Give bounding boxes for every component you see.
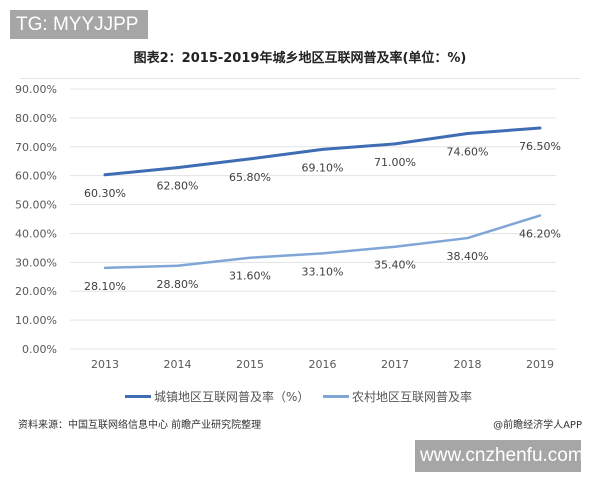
legend-swatch-rural: [323, 395, 349, 398]
data-label: 28.10%: [84, 280, 126, 293]
data-label: 76.50%: [519, 140, 561, 153]
data-label: 35.40%: [374, 259, 416, 272]
legend-swatch-urban: [125, 395, 151, 398]
legend-item-rural: 农村地区互联网普及率: [323, 388, 472, 405]
data-label: 71.00%: [374, 156, 416, 169]
y-tick-label: 30.00%: [15, 256, 57, 269]
x-tick-label: 2016: [309, 358, 337, 371]
x-tick-label: 2014: [164, 358, 192, 371]
y-tick-label: 90.00%: [15, 83, 57, 96]
y-tick-label: 10.00%: [15, 314, 57, 327]
data-label: 33.10%: [302, 265, 344, 278]
y-tick-label: 80.00%: [15, 112, 57, 125]
y-tick-label: 40.00%: [15, 227, 57, 240]
data-labels: 60.30% 62.80% 65.80% 69.10% 71.00% 74.60% 76.5…: [84, 140, 561, 293]
data-label: 46.20%: [519, 228, 561, 241]
source-note: 资料来源：中国互联网络信息中心 前瞻产业研究院整理: [18, 420, 262, 431]
y-axis-ticks: 0.00% 10.00% 20.00% 30.00% 40.00% 50.00% 60.00…: [15, 83, 57, 356]
y-tick-label: 60.00%: [15, 170, 57, 183]
data-label: 69.10%: [302, 161, 344, 174]
x-tick-label: 2018: [454, 358, 482, 371]
data-label: 28.80%: [157, 278, 199, 291]
x-tick-label: 2017: [381, 358, 409, 371]
y-tick-label: 20.00%: [15, 285, 57, 298]
credit-note: @前瞻经济学人APP: [493, 420, 582, 431]
chart-title: 图表2：2015-2019年城乡地区互联网普及率(单位：%): [133, 51, 467, 66]
series-line-urban: [103, 126, 542, 177]
data-label: 31.60%: [229, 270, 271, 283]
y-tick-label: 50.00%: [15, 199, 57, 212]
legend-label-rural: 农村地区互联网普及率: [352, 390, 473, 404]
legend-item-urban: 城镇地区互联网普及率（%）: [125, 388, 309, 405]
title-divider: [20, 78, 580, 79]
data-label: 65.80%: [229, 171, 271, 184]
y-tick-label: 0.00%: [22, 343, 57, 356]
watermark-url: www.cnzhenfu.com: [415, 440, 584, 472]
data-label: 38.40%: [447, 250, 489, 263]
data-label: 60.30%: [84, 187, 126, 200]
y-tick-label: 70.00%: [15, 141, 57, 154]
x-tick-label: 2019: [526, 358, 554, 371]
series-line-rural: [103, 214, 542, 270]
x-tick-label: 2015: [236, 358, 264, 371]
data-label: 62.80%: [157, 180, 199, 193]
series-lines: [103, 126, 542, 270]
x-tick-label: 2013: [91, 358, 119, 371]
chart-legend: 城镇地区互联网普及率（%） 农村地区互联网普及率: [0, 388, 600, 406]
legend-label-urban: 城镇地区互联网普及率（%）: [154, 390, 310, 404]
x-axis-ticks: 2013 2014 2015 2016 2017 2018 2019: [91, 358, 554, 371]
grid-lines: [70, 88, 556, 350]
watermark-tag: TG: MYYJJPP: [10, 10, 148, 39]
data-label: 74.60%: [447, 145, 489, 158]
